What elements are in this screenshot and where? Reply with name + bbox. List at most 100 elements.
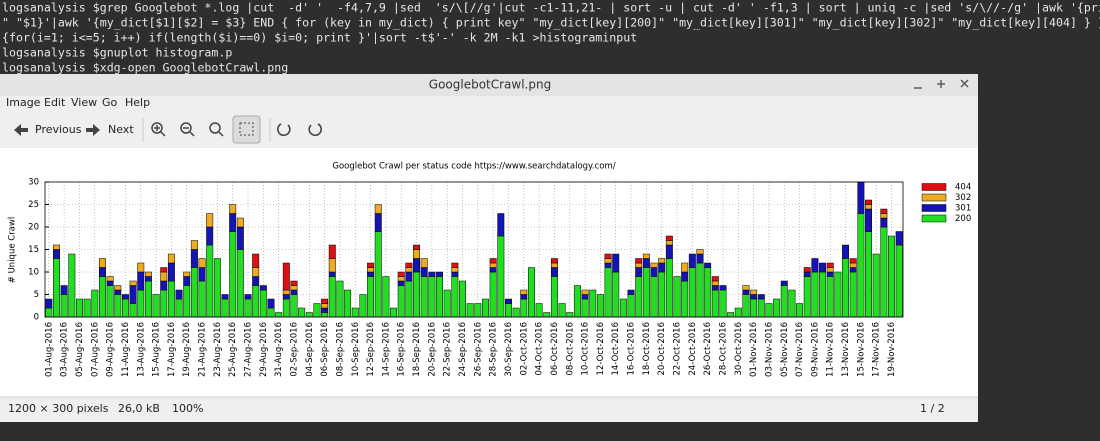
bar-segment	[688, 253, 696, 268]
bar-segment	[865, 199, 872, 205]
bar-segment	[290, 294, 298, 318]
bar-segment	[83, 298, 91, 318]
window-controls[interactable]	[914, 79, 969, 89]
bar-segment	[681, 271, 689, 282]
bar-segment	[665, 258, 673, 318]
y-tick-label: 30	[28, 178, 39, 188]
bar-segment	[650, 262, 658, 268]
bar-segment	[259, 285, 267, 291]
bar-segment	[826, 267, 834, 273]
bar-segment	[688, 267, 696, 318]
bar-segment	[711, 276, 719, 282]
bar-segment	[290, 280, 298, 286]
zoom-in[interactable]	[151, 122, 166, 137]
next-button[interactable]: Next	[108, 123, 134, 136]
x-tick-label: 17-Nov-2016	[872, 322, 882, 377]
plot-border	[44, 181, 904, 318]
x-tick-label: 24-Sep-2016	[458, 322, 468, 377]
menu-item[interactable]: Image	[6, 96, 41, 109]
next-icon[interactable]	[86, 124, 100, 136]
bar-segment	[650, 267, 658, 277]
x-tick-label: 26-Oct-2016	[703, 322, 713, 376]
bar-segment	[796, 303, 804, 318]
x-tick-label: 06-Sep-2016	[320, 322, 330, 377]
bar-segment	[436, 276, 443, 318]
bar-segment	[665, 235, 673, 241]
zoom-fit[interactable]	[232, 115, 261, 144]
zoom-out[interactable]	[180, 122, 195, 137]
bar-segment	[742, 294, 750, 318]
bar-segment	[711, 280, 719, 286]
bar-segment	[236, 217, 244, 228]
bar-segment	[773, 298, 781, 318]
bar-segment	[451, 276, 459, 318]
bar-segment	[413, 244, 421, 250]
terminal-line: logsanalysis $xdg-open GooglebotCrawl.pn…	[2, 61, 288, 75]
bar-segment	[413, 271, 421, 318]
bar-segment	[734, 307, 742, 318]
bar-segment	[489, 262, 497, 268]
menu-item[interactable]: Go	[102, 96, 118, 109]
bar-segment	[344, 289, 352, 318]
bar-segment	[581, 289, 589, 295]
bar-segment	[121, 298, 129, 318]
bar-segment	[443, 289, 451, 318]
bar-segment	[413, 249, 421, 259]
x-tick-label: 12-Oct-2016	[596, 322, 606, 376]
bar-segment	[780, 280, 788, 286]
bar-segment	[658, 271, 666, 318]
status-filesize: 26,0 kB	[118, 402, 160, 415]
bar-segment	[750, 289, 758, 295]
bar-segment	[137, 289, 145, 318]
bar-segment	[627, 294, 635, 318]
bar-segment	[267, 298, 275, 309]
bar-segment	[53, 249, 60, 259]
bar-segment	[658, 262, 666, 273]
bar-segment	[190, 240, 198, 250]
rotate-left[interactable]	[277, 123, 291, 137]
bar-segment	[252, 285, 260, 318]
x-tick-label: 24-Oct-2016	[688, 322, 698, 376]
bar-segment	[558, 303, 566, 318]
bar-segment	[190, 267, 198, 318]
bar-segment	[642, 267, 650, 318]
bar-segment	[405, 271, 413, 282]
bar-segment	[313, 303, 321, 318]
previous-icon[interactable]	[14, 124, 28, 136]
bar-segment	[45, 298, 53, 309]
bar-segment	[849, 267, 857, 273]
x-tick-label: 29-Aug-2016	[259, 322, 269, 377]
bar-segment	[451, 267, 459, 273]
rotate-right[interactable]	[308, 123, 322, 137]
bar-segment	[229, 204, 237, 214]
terminal-line: logsanalysis $grep Googlebot *.log |cut …	[2, 1, 1100, 16]
bar-segment	[888, 235, 895, 318]
menu-item[interactable]: Help	[125, 96, 150, 109]
x-tick-label: 07-Nov-2016	[795, 322, 805, 377]
bar-segment	[750, 294, 758, 300]
zoom-normal[interactable]	[209, 122, 224, 137]
bar-segment	[788, 289, 796, 318]
bar-segment	[397, 285, 405, 318]
x-tick-label: 12-Sep-2016	[366, 322, 376, 377]
bar-segment	[880, 226, 888, 318]
x-tick-label: 31-Aug-2016	[274, 322, 284, 377]
menu-item[interactable]: Edit	[44, 96, 66, 109]
bar-segment	[76, 298, 83, 318]
bar-segment	[428, 276, 436, 318]
previous-button[interactable]: Previous	[35, 123, 82, 136]
x-tick-label: 02-Oct-2016	[519, 322, 529, 376]
menu-item[interactable]: View	[71, 96, 97, 109]
bar-segment	[282, 262, 290, 291]
bar-segment	[328, 276, 336, 318]
x-tick-label: 18-Oct-2016	[642, 322, 652, 376]
bar-segment	[229, 213, 237, 232]
bar-segment	[267, 307, 275, 318]
bar-segment	[635, 276, 643, 318]
bar-segment	[98, 276, 106, 318]
bar-segment	[803, 276, 811, 318]
bar-segment	[152, 294, 160, 318]
x-tick-label: 01-Nov-2016	[749, 322, 759, 377]
bar-segment	[819, 271, 827, 318]
bar-segment	[198, 280, 206, 318]
